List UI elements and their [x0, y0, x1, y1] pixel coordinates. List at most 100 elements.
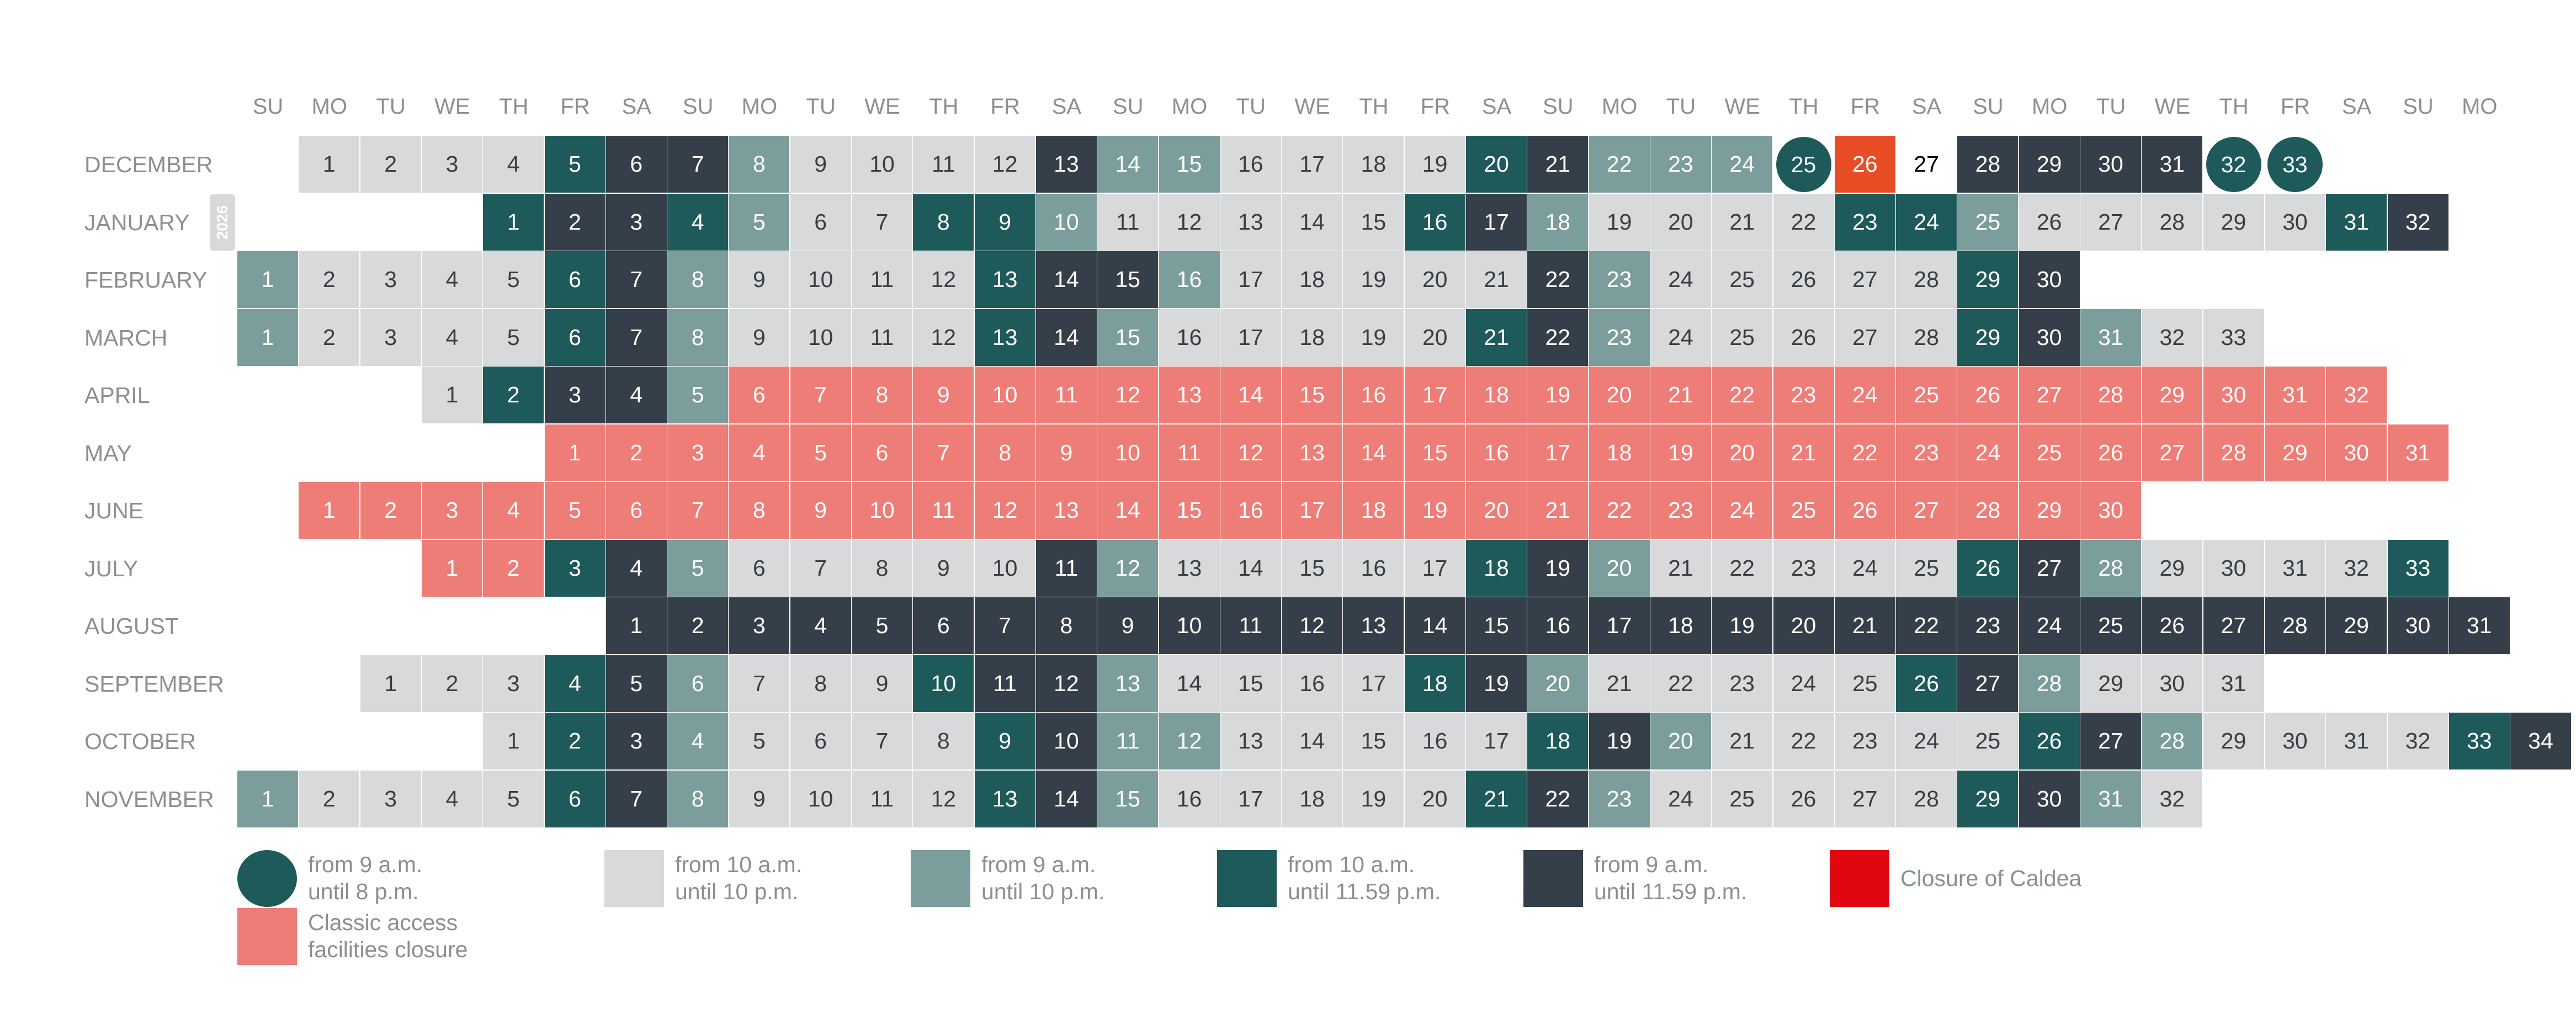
day-cell-january-27: 27	[2080, 193, 2141, 251]
day-cell-november-9: 9	[729, 770, 790, 827]
day-cell-november-18: 18	[1282, 770, 1343, 827]
day-cell-december-1: 1	[299, 136, 360, 193]
day-cell-october-23: 23	[1834, 713, 1895, 769]
day-cell-may-13: 13	[1282, 424, 1343, 481]
day-cell-may-16: 16	[1466, 424, 1527, 481]
day-cell-september-26: 26	[1896, 655, 1957, 712]
day-cell-july-11: 11	[1035, 539, 1097, 597]
day-cell-may-9: 9	[1035, 424, 1097, 481]
day-cell-may-4: 4	[729, 424, 790, 481]
day-cell-may-27: 27	[2142, 424, 2203, 481]
day-cell-march-27: 27	[1834, 309, 1895, 366]
day-cell-october-32: 32	[2387, 713, 2448, 769]
day-cell-july-29: 29	[2142, 539, 2203, 597]
day-cell-january-18: 18	[1527, 193, 1589, 251]
day-cell-june-6: 6	[606, 482, 667, 539]
day-cell-september-5: 5	[606, 655, 667, 712]
legend-label-l: from 10 a.m. until 10 p.m.	[675, 851, 802, 905]
day-cell-december-8: 8	[729, 136, 790, 193]
day-cell-december-23: 23	[1650, 136, 1711, 193]
day-cell-november-3: 3	[360, 770, 421, 827]
day-cell-march-3: 3	[360, 309, 421, 366]
day-cell-march-22: 22	[1527, 309, 1589, 366]
day-cell-july-9: 9	[913, 539, 974, 597]
day-cell-february-10: 10	[790, 251, 851, 308]
day-cell-april-13: 13	[1159, 367, 1220, 423]
month-label-april: APRIL	[84, 383, 150, 408]
day-cell-october-27: 27	[2080, 713, 2141, 769]
day-header-tu: TU	[1236, 94, 1266, 119]
day-cell-april-28: 28	[2080, 367, 2141, 423]
day-cell-june-20: 20	[1466, 482, 1527, 539]
day-cell-march-14: 14	[1035, 309, 1097, 366]
day-cell-july-6: 6	[729, 539, 790, 597]
day-cell-august-5: 5	[852, 597, 912, 654]
legend-label-c: from 9 a.m. until 8 p.m.	[308, 851, 422, 905]
day-cell-october-2: 2	[544, 713, 606, 769]
day-header-we: WE	[434, 94, 470, 119]
day-cell-july-28: 28	[2080, 539, 2141, 597]
day-cell-june-12: 12	[974, 482, 1035, 539]
day-cell-december-20: 20	[1466, 136, 1527, 193]
day-cell-december-12: 12	[974, 136, 1035, 193]
legend-text-line: until 11.59 p.m.	[1594, 879, 1748, 904]
day-cell-october-6: 6	[790, 713, 851, 769]
day-cell-october-3: 3	[606, 713, 667, 769]
day-cell-july-23: 23	[1773, 539, 1834, 597]
day-cell-march-30: 30	[2019, 309, 2080, 366]
day-cell-october-29: 29	[2203, 713, 2264, 769]
day-cell-january-6: 6	[790, 193, 851, 251]
day-cell-july-16: 16	[1343, 539, 1404, 597]
day-cell-july-14: 14	[1220, 539, 1281, 597]
day-header-fr: FR	[2280, 94, 2311, 119]
day-cell-august-3: 3	[729, 597, 790, 654]
day-cell-may-8: 8	[974, 424, 1035, 481]
day-cell-april-23: 23	[1773, 367, 1834, 423]
day-cell-january-20: 20	[1650, 193, 1711, 251]
day-cell-november-15: 15	[1097, 770, 1159, 827]
legend-text-line: until 11.59 p.m.	[1288, 879, 1441, 904]
day-header-fr: FR	[990, 94, 1020, 119]
day-cell-august-8: 8	[1035, 597, 1097, 654]
day-cell-september-24: 24	[1773, 655, 1834, 712]
day-cell-september-11: 11	[974, 655, 1035, 712]
day-cell-july-21: 21	[1650, 539, 1711, 597]
day-cell-july-26: 26	[1957, 539, 2019, 597]
day-cell-january-15: 15	[1343, 193, 1404, 251]
day-header-su: SU	[252, 94, 284, 119]
day-cell-october-14: 14	[1282, 713, 1343, 769]
day-cell-december-17: 17	[1282, 136, 1343, 193]
day-header-we: WE	[864, 94, 900, 119]
day-header-tu: TU	[1666, 94, 1696, 119]
day-cell-february-12: 12	[913, 251, 974, 308]
day-cell-october-34: 34	[2510, 713, 2572, 769]
legend-label-r: Closure of Caldea	[1900, 865, 2081, 892]
day-header-tu: TU	[806, 94, 836, 119]
day-cell-october-9: 9	[974, 713, 1035, 769]
day-cell-august-12: 12	[1282, 597, 1343, 654]
legend-text-line: Classic access	[308, 910, 458, 935]
day-cell-december-32: 32	[2206, 137, 2261, 192]
day-cell-september-16: 16	[1282, 655, 1343, 712]
day-header-we: WE	[2154, 94, 2191, 119]
day-cell-november-6: 6	[544, 770, 606, 827]
day-cell-october-5: 5	[729, 713, 790, 769]
day-cell-april-2: 2	[483, 367, 544, 423]
day-cell-july-12: 12	[1097, 539, 1159, 597]
month-label-august: AUGUST	[84, 613, 179, 639]
day-cell-january-3: 3	[606, 193, 667, 251]
day-header-su: SU	[1112, 94, 1144, 119]
day-cell-august-18: 18	[1650, 597, 1711, 654]
day-cell-march-4: 4	[421, 309, 482, 366]
day-header-we: WE	[1724, 94, 1760, 119]
day-cell-september-12: 12	[1035, 655, 1097, 712]
day-cell-april-15: 15	[1282, 367, 1343, 423]
day-cell-march-5: 5	[483, 309, 544, 366]
day-header-tu: TU	[2096, 94, 2126, 119]
day-cell-december-29: 29	[2019, 136, 2080, 193]
day-cell-march-33: 33	[2203, 309, 2264, 366]
day-cell-february-9: 9	[729, 251, 790, 308]
day-cell-january-1: 1	[483, 193, 544, 251]
month-label-july: JULY	[84, 555, 139, 581]
day-cell-june-9: 9	[790, 482, 851, 539]
